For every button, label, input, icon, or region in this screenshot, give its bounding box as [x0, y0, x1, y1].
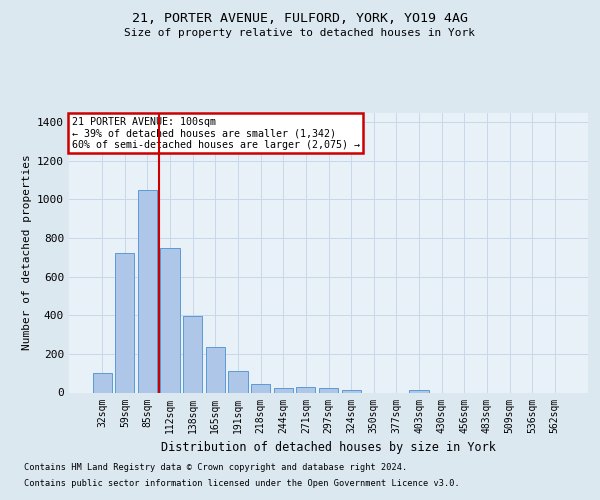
- Bar: [251, 384, 270, 392]
- X-axis label: Distribution of detached houses by size in York: Distribution of detached houses by size …: [161, 441, 496, 454]
- Bar: [409, 390, 428, 392]
- Text: Contains public sector information licensed under the Open Government Licence v3: Contains public sector information licen…: [24, 478, 460, 488]
- Bar: [138, 190, 157, 392]
- Bar: [160, 248, 180, 392]
- Bar: [183, 316, 202, 392]
- Bar: [274, 388, 293, 392]
- Bar: [115, 254, 134, 392]
- Y-axis label: Number of detached properties: Number of detached properties: [22, 154, 32, 350]
- Text: Size of property relative to detached houses in York: Size of property relative to detached ho…: [125, 28, 476, 38]
- Text: Contains HM Land Registry data © Crown copyright and database right 2024.: Contains HM Land Registry data © Crown c…: [24, 464, 407, 472]
- Bar: [319, 388, 338, 392]
- Text: 21 PORTER AVENUE: 100sqm
← 39% of detached houses are smaller (1,342)
60% of sem: 21 PORTER AVENUE: 100sqm ← 39% of detach…: [71, 116, 359, 150]
- Bar: [206, 347, 225, 393]
- Bar: [296, 386, 316, 392]
- Bar: [92, 373, 112, 392]
- Bar: [229, 372, 248, 392]
- Bar: [341, 390, 361, 392]
- Text: 21, PORTER AVENUE, FULFORD, YORK, YO19 4AG: 21, PORTER AVENUE, FULFORD, YORK, YO19 4…: [132, 12, 468, 26]
